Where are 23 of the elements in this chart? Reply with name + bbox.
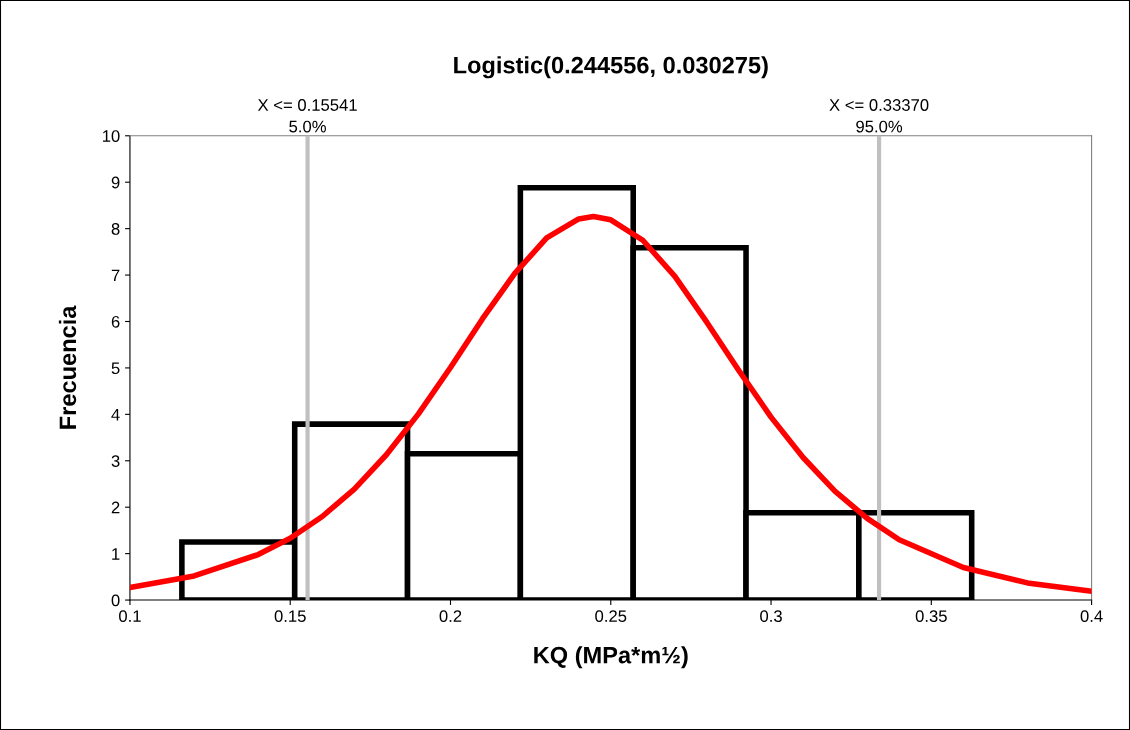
x-tick-label: 0.25 — [595, 610, 627, 623]
x-tick-label: 0.35 — [915, 610, 947, 623]
x-tick-label: 0.4 — [1080, 610, 1103, 623]
chart-title: Logistic(0.244556, 0.030275) — [454, 56, 768, 79]
ref-line-label: X <= 0.33370 95.0% — [829, 99, 929, 133]
y-axis-title: Frecuencia — [58, 305, 77, 429]
y-tick-label: 8 — [111, 223, 120, 235]
x-tick-label: 0.15 — [274, 610, 306, 623]
y-tick-label: 4 — [111, 408, 120, 421]
y-tick-label: 3 — [111, 455, 120, 467]
x-tick-label: 0.1 — [119, 610, 141, 623]
x-tick-label: 0.2 — [439, 610, 462, 623]
x-axis-title: KQ (MPa*m½) — [534, 646, 688, 669]
y-tick-label: 7 — [111, 269, 120, 282]
y-tick-label: 6 — [111, 315, 120, 328]
y-tick-label: 5 — [111, 362, 120, 375]
y-tick-label: 0 — [111, 594, 120, 607]
x-tick-label: 0.3 — [760, 610, 782, 623]
y-tick-label: 1 — [112, 548, 120, 560]
y-tick-label: 10 — [102, 130, 120, 142]
y-tick-label: 2 — [111, 501, 120, 514]
y-tick-label: 9 — [111, 176, 120, 189]
ref-line-label: X <= 0.15541 5.0% — [257, 99, 357, 133]
